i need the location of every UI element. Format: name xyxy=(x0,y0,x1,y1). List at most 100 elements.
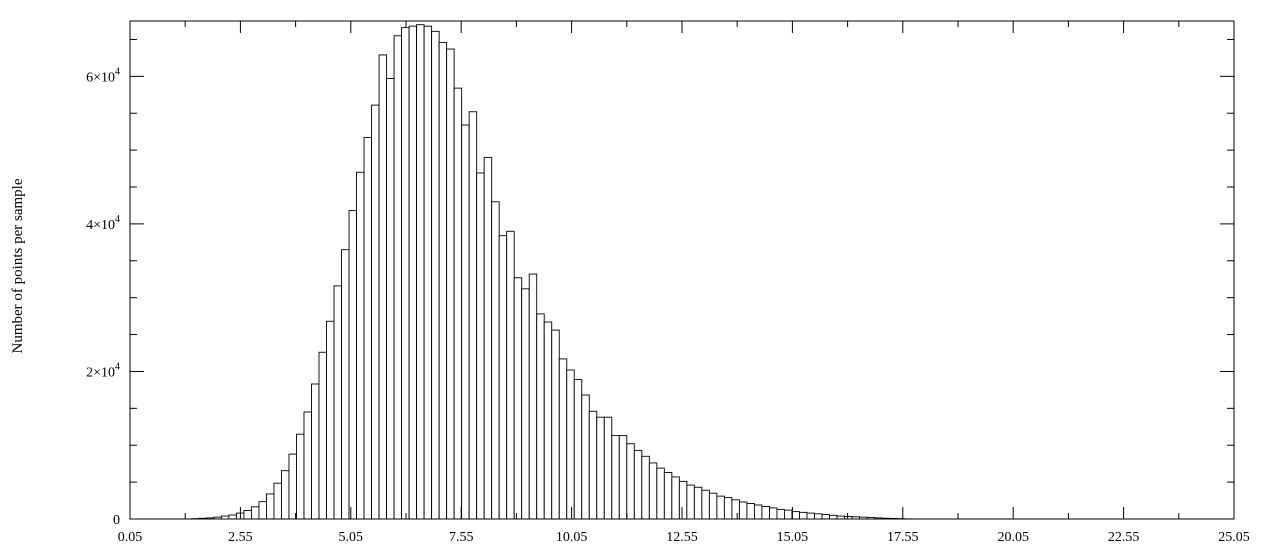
histogram-bar xyxy=(476,172,485,520)
x-tick-label: 0.05 xyxy=(118,530,143,545)
histogram-bar xyxy=(513,277,523,520)
x-tick-label: 15.05 xyxy=(777,530,809,545)
histogram-bar xyxy=(356,171,365,520)
histogram-bar xyxy=(296,433,305,520)
histogram-bar xyxy=(438,41,448,520)
histogram-bar xyxy=(551,329,560,520)
histogram-bar xyxy=(723,497,733,520)
histogram-bar xyxy=(603,416,613,520)
histogram-bar xyxy=(250,506,260,520)
histogram-bar xyxy=(491,201,500,520)
histogram-bar xyxy=(266,493,275,520)
histogram-bar xyxy=(663,472,673,520)
histogram-bar xyxy=(656,467,665,520)
bars-group xyxy=(190,24,913,520)
histogram-bar xyxy=(468,111,478,520)
ticks-group xyxy=(129,21,1235,520)
histogram-bar xyxy=(821,514,830,520)
y-tick-label: 6×104 xyxy=(86,66,120,85)
histogram-bar xyxy=(701,489,710,520)
x-tick-label: 10.05 xyxy=(556,530,588,545)
histogram-bar xyxy=(528,273,538,520)
histogram-bar xyxy=(746,503,755,520)
histogram-bar xyxy=(506,230,515,520)
histogram-bar xyxy=(678,480,688,520)
histogram-bar xyxy=(258,501,267,520)
histogram-bar xyxy=(483,157,493,520)
histogram-bar xyxy=(303,411,312,520)
histogram-bar xyxy=(671,476,680,520)
histogram-bar xyxy=(806,512,815,520)
x-tick-label: 12.55 xyxy=(666,530,698,545)
histogram-bar xyxy=(626,443,635,520)
histogram-bar xyxy=(693,486,703,520)
y-tick-label: 4×104 xyxy=(86,214,120,233)
histogram-bar xyxy=(326,320,335,520)
histogram-bar xyxy=(453,87,463,520)
histogram-bar xyxy=(461,124,470,520)
histogram-bar xyxy=(446,48,455,520)
histogram-bar xyxy=(363,137,373,520)
histogram-bar xyxy=(333,285,342,520)
histogram-bar xyxy=(273,482,282,520)
histogram-bar xyxy=(618,435,628,520)
x-tick-label: 17.55 xyxy=(887,530,919,545)
y-axis-title: Number of points per sample xyxy=(10,178,26,353)
histogram-bar xyxy=(738,501,748,520)
histogram-bar xyxy=(371,104,380,520)
histogram-bar xyxy=(581,394,590,520)
x-tick-label: 7.55 xyxy=(449,530,474,545)
histogram-bar xyxy=(378,54,388,520)
histogram-bar xyxy=(799,511,808,520)
x-tick-label: 25.05 xyxy=(1218,530,1250,545)
histogram-bar xyxy=(318,351,327,520)
histogram-bar xyxy=(791,511,800,520)
histogram-bar xyxy=(498,235,508,520)
histogram-bar xyxy=(521,288,530,520)
histogram-bar xyxy=(648,462,658,520)
histogram-bar xyxy=(686,484,695,520)
histogram-bar xyxy=(408,25,418,520)
x-tick-label: 2.55 xyxy=(228,530,253,545)
histogram-bar xyxy=(281,470,290,520)
histogram-bar xyxy=(348,210,357,520)
histogram-bar xyxy=(776,508,785,520)
histogram-bar xyxy=(784,509,793,520)
x-tick-label: 22.55 xyxy=(1108,530,1140,545)
histogram-bar xyxy=(288,453,297,520)
histogram-bar xyxy=(731,499,740,520)
histogram-bar xyxy=(708,492,718,520)
histogram-bar xyxy=(341,249,350,520)
histogram-bar xyxy=(641,455,650,520)
histogram-bar xyxy=(573,379,583,520)
histogram-bar xyxy=(311,383,320,520)
histogram-bar xyxy=(753,504,763,520)
histogram-bar xyxy=(611,435,620,520)
histogram-bar xyxy=(243,510,252,520)
histogram-bar xyxy=(386,78,395,520)
histogram-bar xyxy=(814,513,823,520)
histogram-bar xyxy=(543,321,553,520)
histogram-bar xyxy=(566,369,575,520)
x-tick-label: 20.05 xyxy=(997,530,1029,545)
histogram-bar xyxy=(536,313,545,520)
histogram-bar xyxy=(401,27,410,520)
plot-frame xyxy=(129,20,1235,520)
histogram-bar xyxy=(558,358,568,520)
histogram-bar xyxy=(716,495,725,520)
x-tick-label: 5.05 xyxy=(339,530,364,545)
y-tick-label: 0 xyxy=(113,513,120,528)
histogram-bar xyxy=(393,35,403,520)
histogram-bar xyxy=(416,24,425,520)
histogram-bar xyxy=(761,506,770,520)
histogram-bar xyxy=(588,410,598,520)
histogram-bar xyxy=(829,514,838,520)
tick-labels-group: 0.05 2.55 5.05 7.55 10.05 12.55 15.05 17.55 20.0… xyxy=(86,66,1250,545)
y-tick-label: 2×104 xyxy=(86,361,120,380)
histogram-bar xyxy=(768,507,778,520)
histogram-bar xyxy=(596,416,605,520)
histogram-bar xyxy=(228,514,237,520)
histogram-bar xyxy=(423,25,433,520)
